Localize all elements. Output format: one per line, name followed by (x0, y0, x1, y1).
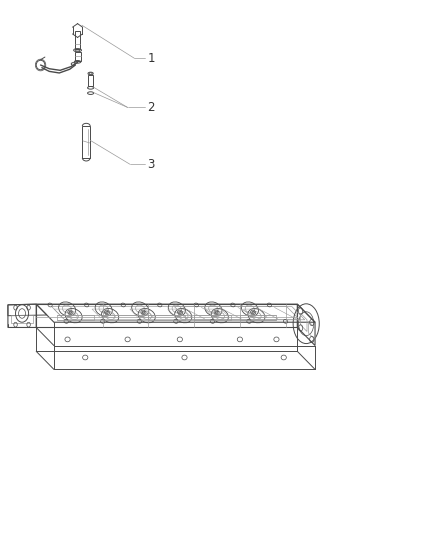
Bar (74, 52, 81, 61)
Text: 1: 1 (147, 52, 155, 64)
Bar (82, 126, 90, 158)
Text: 3: 3 (147, 158, 155, 171)
Bar (75, 30, 80, 49)
Text: 2: 2 (147, 101, 155, 114)
Bar (88, 75, 93, 86)
